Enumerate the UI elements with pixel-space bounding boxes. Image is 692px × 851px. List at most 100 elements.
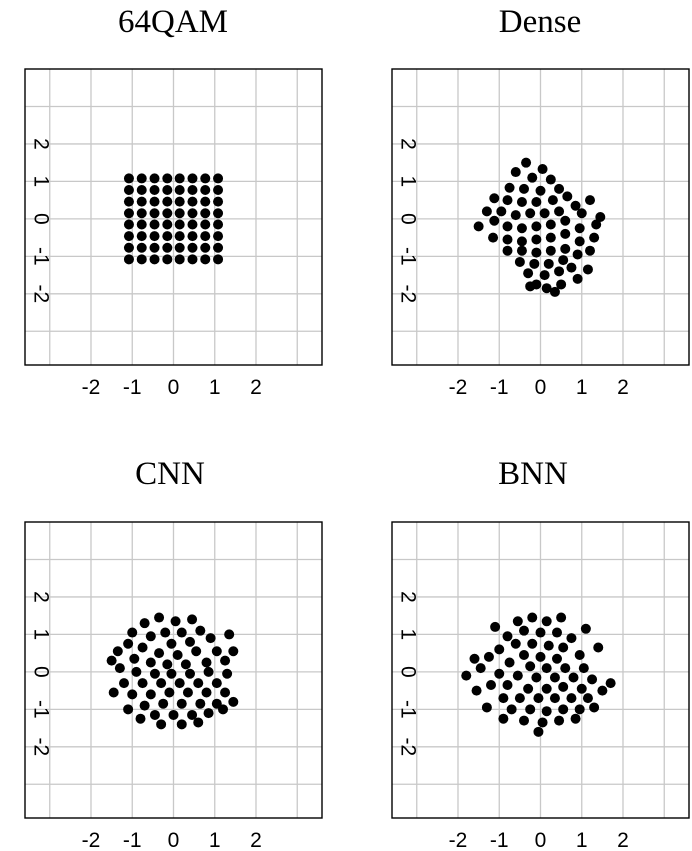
constellation-point bbox=[203, 708, 214, 719]
constellation-point bbox=[521, 157, 532, 168]
constellation-point bbox=[514, 256, 525, 267]
constellation-point bbox=[108, 687, 119, 698]
constellation-point bbox=[471, 685, 482, 696]
constellation-panel-4: BNN -2 -1 0 1 2 -2 -1 0 1 2 bbox=[391, 456, 690, 851]
constellation-point bbox=[589, 702, 600, 713]
constellation-point bbox=[560, 663, 571, 674]
constellation-point bbox=[525, 208, 536, 219]
constellation-point bbox=[149, 242, 160, 253]
constellation-point bbox=[123, 242, 134, 253]
constellation-point bbox=[203, 666, 214, 677]
constellation-point bbox=[187, 614, 198, 625]
constellation-point bbox=[541, 283, 552, 294]
constellation-point bbox=[574, 223, 585, 234]
constellation-point bbox=[566, 262, 577, 273]
constellation-point bbox=[139, 700, 150, 711]
constellation-point bbox=[149, 173, 160, 184]
constellation-point bbox=[469, 653, 480, 664]
constellation-point bbox=[552, 627, 562, 638]
constellation-point bbox=[560, 215, 571, 226]
constellation-point bbox=[535, 627, 546, 638]
constellation-point bbox=[481, 702, 492, 713]
constellation-point bbox=[174, 196, 185, 207]
constellation-point bbox=[535, 651, 546, 662]
constellation-point bbox=[531, 247, 542, 258]
constellation-point bbox=[582, 693, 593, 704]
constellation-point bbox=[504, 182, 515, 193]
constellation-point bbox=[180, 659, 191, 670]
constellation-point bbox=[123, 185, 134, 196]
constellation-point bbox=[174, 173, 185, 184]
y-tick-label: -1 bbox=[30, 700, 53, 719]
constellation-point bbox=[554, 206, 565, 217]
constellation-point bbox=[582, 264, 593, 275]
x-tick-label: -2 bbox=[449, 376, 468, 399]
constellation-point bbox=[136, 185, 147, 196]
constellation-point bbox=[213, 254, 224, 265]
constellation-point bbox=[519, 715, 529, 726]
constellation-point bbox=[123, 208, 134, 219]
constellation-point bbox=[182, 687, 193, 698]
constellation-point bbox=[136, 208, 147, 219]
constellation-point bbox=[562, 191, 573, 202]
constellation-point bbox=[200, 173, 211, 184]
constellation-point bbox=[193, 678, 204, 689]
y-tick-label: 1 bbox=[397, 629, 420, 641]
y-tick-label: 0 bbox=[30, 666, 53, 678]
constellation-point bbox=[137, 642, 148, 653]
constellation-point bbox=[566, 693, 577, 704]
constellation-point bbox=[545, 245, 556, 256]
constellation-point bbox=[535, 185, 546, 196]
constellation-point bbox=[568, 672, 579, 683]
y-tick-label: -2 bbox=[30, 737, 53, 756]
x-tick-label: -1 bbox=[490, 829, 509, 851]
constellation-point bbox=[200, 219, 211, 230]
constellation-point bbox=[558, 642, 569, 653]
constellation-point bbox=[149, 185, 160, 196]
constellation-point bbox=[187, 196, 198, 207]
constellation-point bbox=[166, 638, 177, 649]
plot-frame bbox=[24, 521, 323, 819]
constellation-point bbox=[174, 185, 185, 196]
constellation-point bbox=[578, 663, 589, 674]
y-tick-label: 1 bbox=[30, 629, 53, 641]
constellation-point bbox=[593, 642, 604, 653]
constellation-point bbox=[187, 185, 198, 196]
constellation-point bbox=[162, 208, 173, 219]
y-tick-label: 0 bbox=[397, 666, 420, 678]
constellation-point bbox=[605, 678, 616, 689]
constellation-point bbox=[545, 174, 556, 185]
constellation-point bbox=[193, 717, 204, 728]
constellation-point bbox=[200, 242, 211, 253]
panel-title: BNN bbox=[498, 456, 568, 492]
y-tick-label: 2 bbox=[397, 591, 420, 603]
constellation-point bbox=[187, 709, 198, 720]
constellation-point bbox=[489, 193, 500, 204]
constellation-point bbox=[174, 242, 185, 253]
constellation-point bbox=[537, 164, 548, 175]
constellation-point bbox=[200, 185, 211, 196]
constellation-point bbox=[162, 196, 173, 207]
constellation-point bbox=[541, 616, 552, 627]
y-tick-label: 0 bbox=[30, 213, 53, 225]
constellation-point bbox=[494, 668, 505, 679]
x-tick-label: 2 bbox=[617, 376, 629, 399]
constellation-point bbox=[187, 173, 198, 184]
constellation-point bbox=[595, 212, 606, 222]
constellation-point bbox=[587, 674, 598, 685]
constellation-point bbox=[576, 683, 587, 694]
constellation-point bbox=[228, 696, 239, 707]
constellation-point bbox=[149, 208, 160, 219]
x-tick-label: -1 bbox=[490, 376, 509, 399]
y-tick-label: 0 bbox=[397, 213, 420, 225]
constellation-point bbox=[174, 254, 185, 265]
constellation-point bbox=[162, 173, 173, 184]
constellation-point bbox=[525, 661, 536, 672]
constellation-point bbox=[185, 668, 195, 679]
constellation-point bbox=[129, 653, 140, 664]
constellation-point bbox=[512, 616, 523, 627]
constellation-point bbox=[123, 638, 134, 649]
constellation-point bbox=[200, 231, 211, 242]
constellation-point bbox=[213, 231, 224, 242]
constellation-point bbox=[149, 668, 160, 679]
